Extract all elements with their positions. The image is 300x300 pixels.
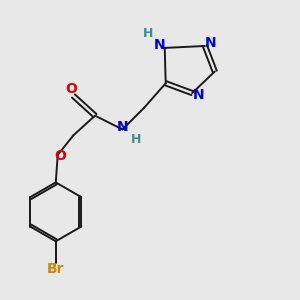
Text: O: O [54, 149, 66, 163]
Text: N: N [205, 36, 217, 50]
Text: N: N [117, 120, 128, 134]
Text: N: N [192, 88, 204, 102]
Text: O: O [65, 82, 77, 96]
Text: H: H [131, 133, 141, 146]
Text: H: H [143, 27, 153, 40]
Text: N: N [154, 38, 166, 52]
Text: Br: Br [47, 262, 64, 276]
